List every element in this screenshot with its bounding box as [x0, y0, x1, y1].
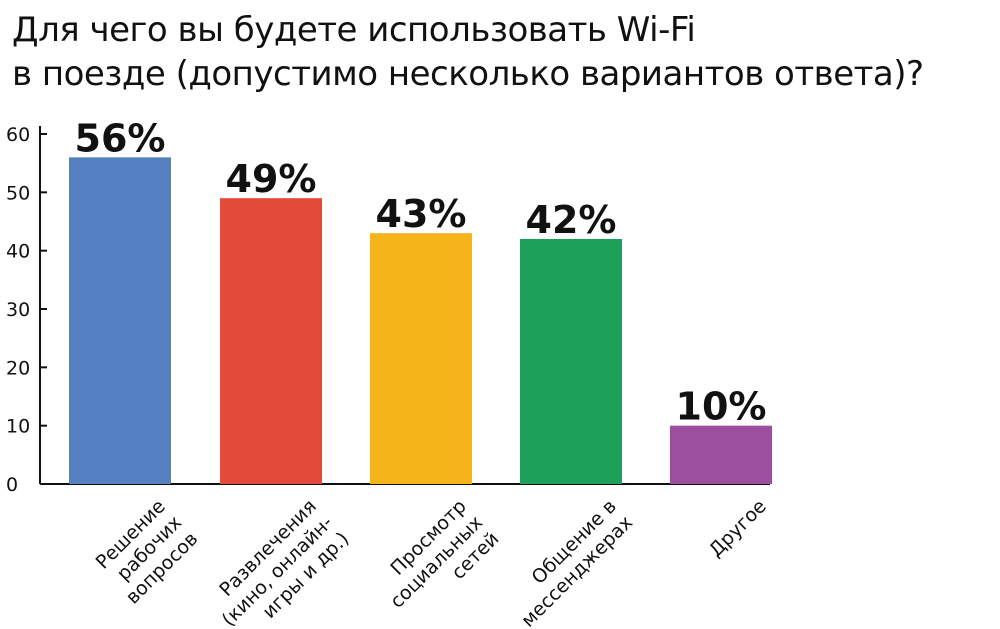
bar — [520, 239, 622, 484]
bar-value-label: 49% — [226, 157, 317, 201]
y-tick-label: 20 — [6, 357, 30, 379]
bar — [69, 157, 171, 485]
y-tick-label: 50 — [6, 182, 30, 204]
y-tick-label: 0 — [6, 474, 18, 496]
bar — [670, 425, 772, 484]
chart-title: Для чего вы будете использовать Wi-Fi в … — [12, 8, 992, 96]
category-label: Другое — [705, 495, 771, 561]
category-label: Развлечения(кино, онлайн-игры и др.) — [215, 495, 353, 629]
bar-value-label: 10% — [676, 385, 767, 429]
bar-value-label: 56% — [75, 116, 166, 160]
y-tick-label: 60 — [6, 124, 30, 146]
bar — [220, 198, 322, 484]
bar-value-label: 43% — [376, 192, 467, 236]
bar — [370, 233, 472, 484]
chart-title-line-2: в поезде (допустимо несколько вариантов … — [12, 54, 924, 94]
chart-bars — [69, 157, 772, 485]
chart-value-labels: 56% 49% 43% 42% 10% — [75, 116, 767, 428]
y-tick-label: 30 — [6, 299, 30, 321]
category-label-line: Другое — [705, 495, 771, 561]
y-tick-label: 10 — [6, 416, 30, 438]
chart-title-line-1: Для чего вы будете использовать Wi-Fi — [12, 10, 696, 50]
chart-axes: 0 10 20 30 40 50 60 — [6, 124, 770, 496]
bar-value-label: 42% — [526, 198, 617, 242]
y-tick-label: 40 — [6, 241, 30, 263]
